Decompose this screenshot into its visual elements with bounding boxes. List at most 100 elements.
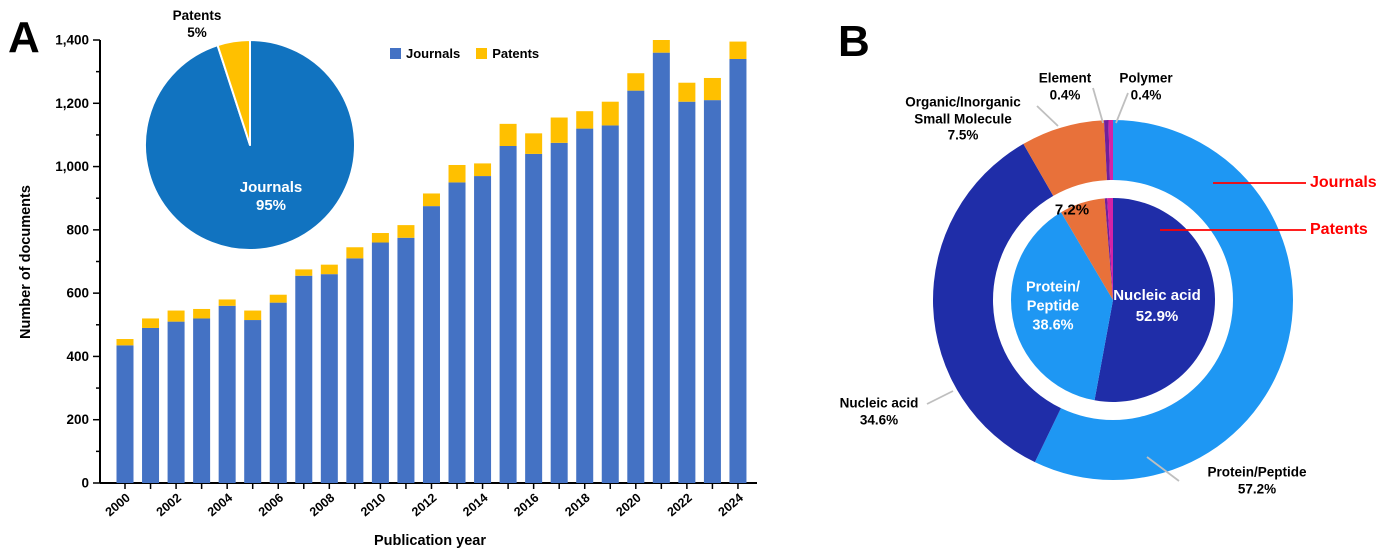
bar-journals-2019 [601, 125, 619, 483]
bar-patents-2005 [244, 310, 262, 321]
x-tick-label: 2024 [716, 491, 746, 520]
organic-line2: Small Molecule [914, 110, 1012, 126]
bar-journals-2004 [218, 305, 236, 483]
patents-ring-nucleic-acid [1094, 198, 1215, 402]
inset-patents-name: Patents [172, 8, 222, 23]
inner-protein-line1: Protein/ [1026, 279, 1080, 296]
nucleic-name: Nucleic acid [839, 395, 919, 411]
bar-patents-2020 [627, 73, 645, 91]
bar-patents-2010 [371, 233, 389, 243]
bar-patents-2009 [346, 247, 364, 259]
polymer-leader-line [1115, 92, 1129, 124]
bar-patents-2013 [448, 164, 466, 183]
bar-journals-2022 [678, 101, 696, 483]
bar-journals-2024 [729, 58, 747, 483]
patents-ring-element [1104, 198, 1113, 300]
bar-journals-2006 [269, 302, 287, 483]
organic-line1: Organic/Inorganic [905, 94, 1021, 110]
journals-ring-polymer [1108, 120, 1113, 181]
y-tick-label: 1,200 [55, 96, 89, 111]
patents-swatch-icon [476, 48, 488, 59]
x-tick-label: 2018 [562, 491, 592, 520]
bar-journals-2023 [703, 100, 721, 483]
protein-callout: Protein/Peptide 57.2% [1207, 465, 1306, 498]
bar-journals-2017 [550, 142, 568, 483]
bar-journals-2003 [193, 318, 211, 483]
journals-swatch-icon [390, 48, 401, 59]
bar-patents-2011 [397, 225, 415, 238]
bar-journals-2020 [627, 90, 645, 483]
y-tick-label: 1,400 [55, 33, 89, 48]
bar-patents-2017 [550, 117, 568, 143]
bar-patents-2002 [167, 310, 185, 322]
x-tick-label: 2004 [205, 491, 235, 520]
y-tick-label: 0 [81, 476, 89, 491]
y-tick-label: 1,000 [55, 159, 89, 174]
bar-patents-2008 [320, 264, 338, 275]
inner-nucleic-name: Nucleic acid [1113, 287, 1201, 304]
y-tick-label: 600 [66, 286, 89, 301]
y-tick-label: 200 [66, 412, 89, 427]
x-tick-label: 2016 [511, 491, 541, 520]
bar-patents-2000 [116, 339, 134, 346]
journals-ring-element [1103, 120, 1110, 181]
legend-item-patents: Patents [476, 46, 539, 61]
x-tick-label: 2000 [103, 491, 133, 520]
bar-patents-2001 [142, 318, 160, 328]
polymer-callout: Polymer 0.4% [1119, 71, 1172, 104]
bar-journals-2014 [474, 176, 492, 484]
bar-patents-2003 [193, 308, 211, 319]
bar-patents-2015 [499, 123, 517, 147]
inset-journals-name: Journals [239, 179, 303, 196]
element-name: Element [1038, 70, 1092, 86]
legend-patents-label: Patents [492, 46, 540, 61]
element-leader-line [1092, 87, 1104, 124]
bar-journals-2001 [142, 327, 160, 483]
inset-journals-pct: 95% [255, 197, 287, 214]
legend: Journals Patents [390, 46, 539, 61]
panel-a-letter: A [8, 13, 40, 62]
inner-nucleic-label: Nucleic acid 52.9% [1113, 285, 1201, 327]
inner-organic-pct: 7.2% [1054, 201, 1090, 219]
bar-journals-2016 [525, 153, 543, 483]
patents-ring-label: Patents [1310, 221, 1368, 238]
y-tick-label: 400 [66, 349, 89, 364]
bar-patents-2021 [652, 40, 670, 53]
journals-ring-protein-peptide [1034, 120, 1293, 480]
bar-patents-2023 [703, 77, 721, 101]
bar-journals-2005 [244, 320, 262, 483]
journals-ring-label: Journals [1310, 174, 1377, 191]
inner-protein-pct: 38.6% [1032, 317, 1074, 334]
bar-patents-2004 [218, 299, 236, 306]
journals-ring-nucleic-acid [932, 143, 1061, 463]
organic-callout: Organic/Inorganic Small Molecule 7.5% [905, 94, 1021, 144]
inner-protein-label: Protein/ Peptide 38.6% [1026, 279, 1080, 336]
x-tick-label: 2012 [409, 491, 439, 520]
inset-pie-journals-label: Journals 95% [240, 179, 303, 215]
bar-patents-2022 [678, 82, 696, 102]
protein-pct: 57.2% [1237, 481, 1277, 496]
inner-protein-line2: Peptide [1026, 298, 1080, 315]
legend-item-journals: Journals [390, 46, 460, 61]
bar-journals-2011 [397, 237, 415, 483]
bar-journals-2007 [295, 275, 313, 483]
element-pct: 0.4% [1049, 87, 1081, 102]
bar-journals-2002 [167, 321, 185, 483]
bar-journals-2008 [320, 274, 338, 483]
patents-ring-polymer [1107, 198, 1113, 300]
bar-journals-2018 [576, 128, 594, 483]
inset-pie-patents-slice [216, 39, 251, 146]
x-axis-title: Publication year [373, 533, 487, 549]
legend-journals-label: Journals [406, 46, 461, 61]
bar-patents-2014 [474, 163, 492, 177]
y-axis-title: Number of documents [18, 185, 34, 339]
patents-ring-organic-inorganic-small-molecule [1061, 198, 1113, 300]
nucleic-leader-line [926, 390, 954, 405]
protein-leader-line [1146, 456, 1180, 482]
bar-patents-2012 [422, 193, 440, 207]
bar-journals-2010 [371, 242, 389, 483]
bar-chart-panel: 0 200 400 600 800 1,000 1,200 1,400 2000 2002 2004… [55, 33, 757, 520]
bar-journals-2015 [499, 146, 517, 483]
x-tick-label: 2008 [307, 491, 337, 520]
journals-ring-organic-inorganic-small-molecule [1023, 120, 1107, 196]
